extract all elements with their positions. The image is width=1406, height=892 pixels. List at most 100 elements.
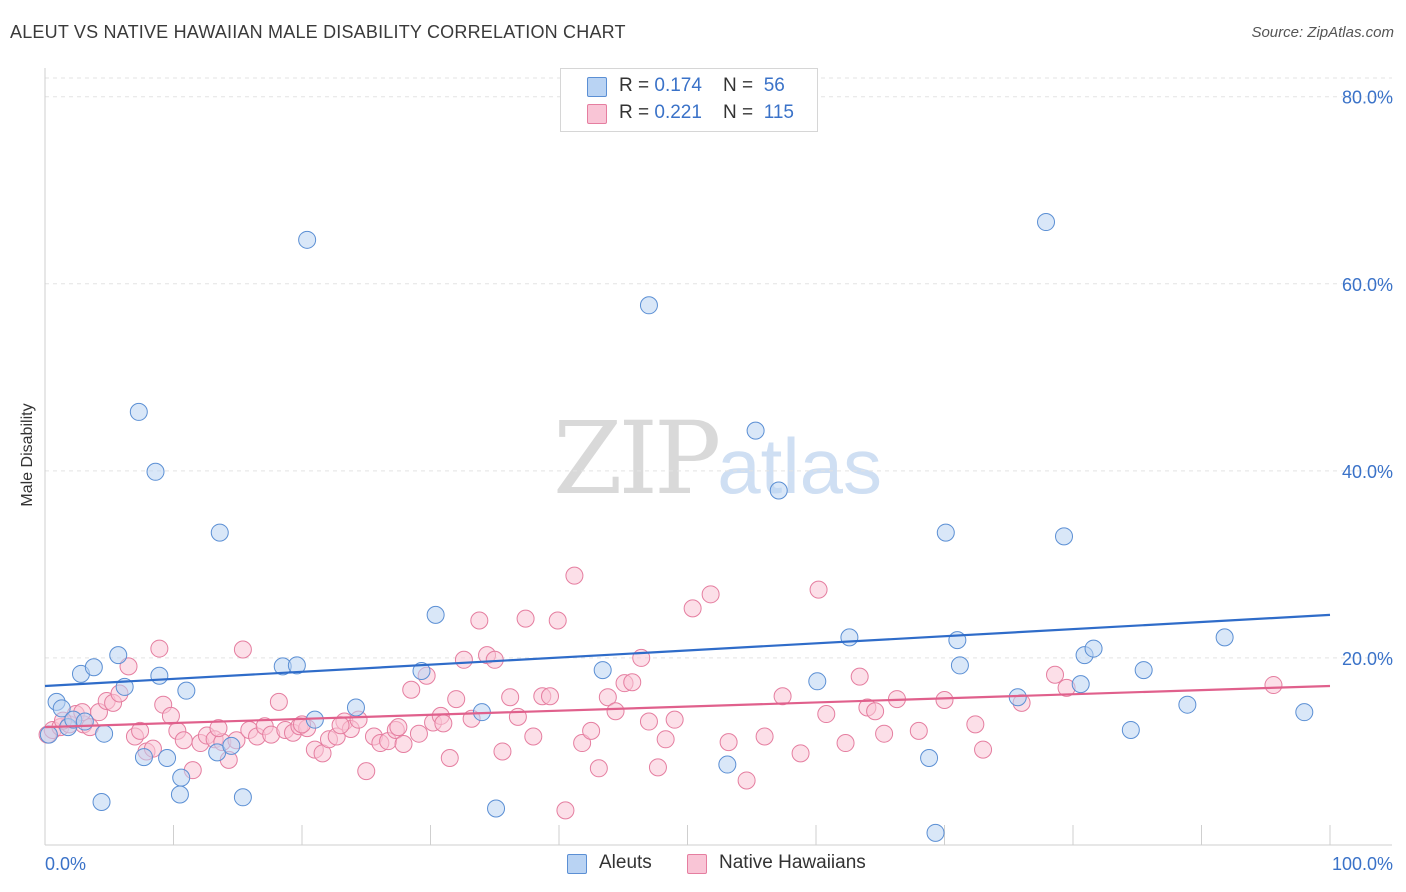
aleut-point xyxy=(412,662,431,681)
hawaiian-point xyxy=(524,727,543,746)
hawaiian-point xyxy=(656,730,675,749)
y-axis-label: Male Disability xyxy=(19,403,36,507)
hawaiian-point xyxy=(454,650,473,669)
x-tick-label: 0.0% xyxy=(45,854,86,874)
aleut-trend-line xyxy=(44,613,1331,688)
hawaiian-point xyxy=(565,566,584,585)
hawaiian-point xyxy=(737,771,756,790)
aleut-point xyxy=(52,699,71,718)
watermark-atlas: atlas xyxy=(717,422,883,510)
hawaiian-point xyxy=(719,733,738,752)
aleut-point xyxy=(1084,639,1103,658)
aleut-point xyxy=(210,523,229,542)
bottom-legend-label-native-hawaiians: Native Hawaiians xyxy=(719,852,866,873)
aleut-point xyxy=(808,672,827,691)
hawaiian-point xyxy=(493,742,512,761)
aleut-point xyxy=(639,296,658,315)
aleut-point xyxy=(1037,213,1056,232)
legend-n-label: N = xyxy=(723,75,759,96)
legend-swatch-aleuts xyxy=(587,77,607,97)
hawaiian-point xyxy=(909,721,928,740)
hawaiian-point xyxy=(648,758,667,777)
aleut-point xyxy=(1134,661,1153,680)
aleut-point xyxy=(298,230,317,249)
bottom-legend-swatch-aleuts xyxy=(567,854,587,874)
bottom-legend-label-aleuts: Aleuts xyxy=(599,852,652,873)
legend-swatch-native-hawaiians xyxy=(587,104,607,124)
aleut-point xyxy=(920,749,939,768)
hawaiian-point xyxy=(974,740,993,759)
aleut-point xyxy=(1295,703,1314,722)
hawaiian-trend-line xyxy=(44,684,1331,729)
aleut-point xyxy=(92,792,111,811)
aleut-point xyxy=(109,646,128,665)
aleut-point xyxy=(346,698,365,717)
x-tick-label: 100.0% xyxy=(1332,854,1393,874)
aleut-point xyxy=(222,736,241,755)
hawaiian-point xyxy=(683,599,702,618)
hawaiian-point xyxy=(623,673,642,692)
hawaiian-point xyxy=(233,640,252,659)
aleut-point xyxy=(39,725,58,744)
hawaiian-point xyxy=(606,702,625,721)
hawaiian-point xyxy=(582,721,601,740)
aleut-point xyxy=(172,768,191,787)
hawaiian-point xyxy=(150,639,169,658)
aleut-point xyxy=(1071,675,1090,694)
hawaiian-point xyxy=(850,667,869,686)
hawaiian-point xyxy=(131,721,150,740)
y-tick-label: 20.0% xyxy=(1342,649,1393,669)
hawaiian-point xyxy=(1046,665,1065,684)
aleut-point xyxy=(233,788,252,807)
y-tick-label: 60.0% xyxy=(1342,275,1393,295)
aleut-point xyxy=(158,749,177,768)
hawaiian-point xyxy=(966,715,985,734)
y-tick-label: 80.0% xyxy=(1342,88,1393,108)
legend-r-value: 0.221 xyxy=(654,102,702,123)
hawaiian-point xyxy=(440,749,459,768)
aleut-point xyxy=(769,481,788,500)
hawaiian-point xyxy=(548,611,567,630)
legend-n-label: N = xyxy=(723,102,759,123)
legend-r-label: R = xyxy=(619,75,655,96)
aleut-point xyxy=(1121,720,1140,739)
legend-r-label: R = xyxy=(619,102,655,123)
hawaiian-point xyxy=(209,719,228,738)
aleut-point xyxy=(936,523,955,542)
y-tick-label: 40.0% xyxy=(1342,462,1393,482)
aleut-point xyxy=(75,712,94,731)
hawaiian-point xyxy=(589,759,608,778)
aleut-point xyxy=(487,799,506,818)
source-label: Source: ZipAtlas.com xyxy=(1251,24,1394,41)
aleut-point xyxy=(170,785,189,804)
hawaiian-point xyxy=(817,705,836,724)
hawaiian-point xyxy=(755,727,774,746)
hawaiian-point xyxy=(434,714,453,733)
hawaiian-point xyxy=(516,609,535,628)
hawaiian-point xyxy=(573,734,592,753)
chart-title: ALEUT VS NATIVE HAWAIIAN MALE DISABILITY… xyxy=(10,22,626,42)
hawaiian-point xyxy=(665,710,684,729)
hawaiian-point xyxy=(639,712,658,731)
aleut-point xyxy=(177,681,196,700)
hawaiian-point xyxy=(541,687,560,706)
hawaiian-point xyxy=(556,801,575,820)
hawaiian-point xyxy=(331,716,350,735)
legend-r-value: 0.174 xyxy=(654,75,702,96)
hawaiian-point xyxy=(470,611,489,630)
hawaiian-point xyxy=(701,585,720,604)
hawaiian-point xyxy=(1264,676,1283,695)
aleut-point xyxy=(1215,628,1234,647)
legend-n-value: 115 xyxy=(763,102,794,123)
hawaiian-point xyxy=(269,692,288,711)
aleut-point xyxy=(840,628,859,647)
aleut-point xyxy=(1178,695,1197,714)
legend-n-value: 56 xyxy=(763,75,785,96)
hawaiian-point xyxy=(809,580,828,599)
aleut-point xyxy=(746,421,765,440)
bottom-legend-swatch-native-hawaiians xyxy=(687,854,707,874)
hawaiian-point xyxy=(409,724,428,743)
hawaiian-point xyxy=(402,680,421,699)
watermark: ZIPatlas xyxy=(553,400,882,517)
aleut-point xyxy=(718,755,737,774)
